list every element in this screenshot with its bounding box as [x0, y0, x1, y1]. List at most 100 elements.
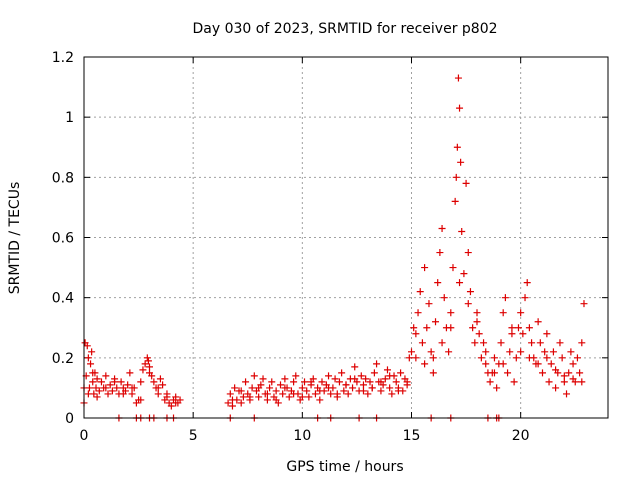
data-point [438, 224, 446, 232]
data-point [560, 372, 568, 380]
data-point [146, 369, 153, 377]
y-tick-label: 1 [65, 110, 74, 126]
data-point [482, 348, 490, 356]
data-point [246, 393, 254, 401]
data-point [573, 354, 581, 362]
y-tick-label: 0.4 [52, 291, 74, 307]
data-point [97, 378, 105, 386]
data-point [318, 378, 326, 386]
data-point [493, 384, 501, 392]
data-point [438, 339, 446, 347]
data-point [93, 393, 101, 401]
data-point [290, 390, 298, 398]
x-axis-label: GPS time / hours [286, 459, 403, 475]
data-point [576, 369, 584, 377]
data-point [266, 384, 274, 392]
data-point [519, 330, 527, 338]
data-point [357, 372, 365, 380]
data-point [514, 324, 522, 332]
data-point [237, 387, 245, 395]
data-point [521, 294, 529, 302]
data-point [377, 378, 385, 386]
data-point [156, 375, 164, 383]
data-point [303, 387, 311, 395]
data-point [421, 264, 429, 272]
data-point [305, 393, 313, 401]
data-point [340, 387, 348, 395]
data-point [547, 360, 555, 368]
data-point [436, 249, 444, 257]
data-point [325, 372, 333, 380]
data-point [344, 390, 352, 398]
data-point [128, 384, 136, 392]
data-point [263, 396, 271, 404]
data-point [501, 294, 509, 302]
plot-border [83, 56, 609, 419]
y-tick-label: 0.6 [52, 231, 74, 247]
data-point [451, 197, 459, 205]
data-point [456, 104, 464, 112]
data-point [545, 378, 553, 386]
data-point [268, 378, 276, 386]
data-point [285, 393, 293, 401]
data-point [167, 402, 175, 410]
data-point [578, 339, 586, 347]
data-point [499, 309, 507, 317]
data-point [248, 384, 256, 392]
data-point [447, 309, 455, 317]
data-point [543, 330, 551, 338]
data-point [580, 300, 588, 308]
data-point [414, 309, 422, 317]
data-point [366, 378, 374, 386]
data-point [416, 288, 424, 296]
data-point [445, 348, 453, 356]
data-point [89, 378, 97, 386]
data-point [458, 227, 466, 235]
data-point [528, 339, 536, 347]
data-point [504, 369, 512, 377]
data-point [377, 387, 385, 395]
data-point [272, 396, 280, 404]
data-point [569, 360, 577, 368]
data-point [224, 399, 232, 407]
data-point [486, 378, 494, 386]
data-point [255, 393, 263, 401]
data-point [453, 143, 461, 151]
data-point [457, 158, 465, 166]
data-point [482, 360, 490, 368]
data-point [525, 324, 533, 332]
data-point [556, 339, 564, 347]
data-point [536, 339, 544, 347]
data-point [298, 393, 306, 401]
data-point [172, 399, 180, 407]
data-point [534, 318, 542, 326]
data-point [359, 381, 367, 389]
data-point [539, 369, 546, 377]
data-point [87, 360, 95, 368]
data-point [477, 354, 485, 362]
data-point [154, 384, 162, 392]
data-point [392, 378, 400, 386]
data-point [386, 372, 394, 380]
data-point [228, 396, 236, 404]
data-point [239, 393, 247, 401]
data-point [104, 390, 112, 398]
data-point [454, 74, 462, 82]
data-point [405, 354, 413, 362]
data-point [316, 387, 324, 395]
data-point [560, 378, 568, 386]
data-point [102, 372, 110, 380]
data-point [440, 294, 448, 302]
data-point [364, 390, 372, 398]
data-point [242, 378, 250, 386]
data-point [473, 309, 481, 317]
data-point [327, 390, 335, 398]
data-point [279, 390, 287, 398]
data-point [113, 384, 121, 392]
data-points [80, 74, 588, 422]
data-point [172, 393, 180, 401]
data-point [480, 339, 488, 347]
data-point [359, 387, 367, 395]
data-point [386, 384, 394, 392]
data-point [126, 369, 134, 377]
